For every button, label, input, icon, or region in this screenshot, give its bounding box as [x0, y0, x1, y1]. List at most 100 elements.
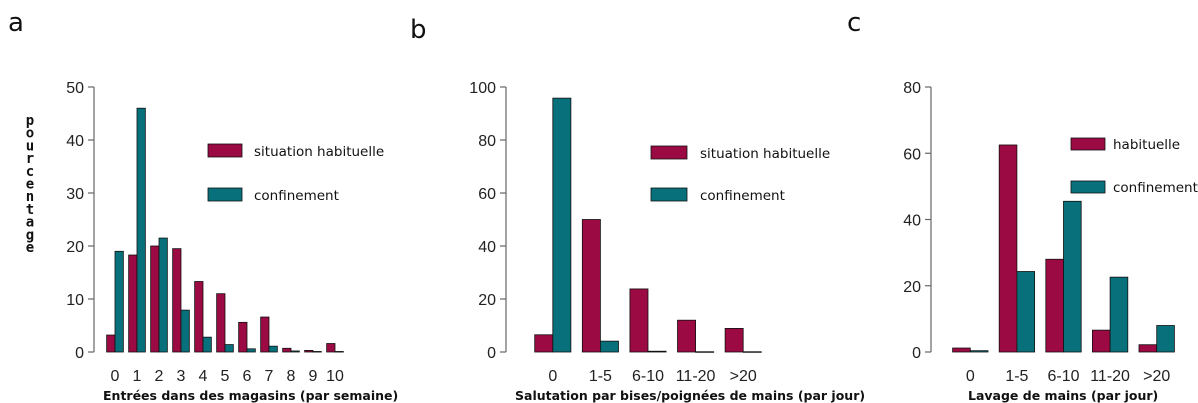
bar-confinement-5 [224, 344, 234, 353]
y-tick-label: 0 [912, 345, 921, 362]
bar-confinement-4 [202, 336, 212, 353]
legend-swatch [207, 143, 243, 158]
x-tick-label: 0 [548, 368, 557, 385]
y-tick-label: 20 [478, 292, 496, 309]
bar-habituelle-9 [304, 350, 314, 353]
y-tick-label: 80 [903, 80, 921, 97]
y-axis-label-letter: a [26, 215, 34, 231]
x-tick-label: 0 [966, 368, 975, 385]
y-axis-label-letter: e [26, 177, 34, 193]
bar-habituelle-1 [998, 144, 1018, 353]
y-tick-label: 10 [66, 292, 84, 309]
x-tick-label: 7 [265, 368, 274, 385]
y-axis-label-letter: o [26, 126, 34, 142]
y-axis-label-letter: c [26, 164, 34, 180]
legend-swatch [650, 187, 688, 202]
legend-swatch [650, 145, 688, 160]
bar-confinement-0 [114, 250, 124, 353]
x-tick-label: 6-10 [632, 368, 664, 385]
bar-confinement-3 [1109, 276, 1129, 353]
y-tick-label: 60 [478, 186, 496, 203]
x-tick-label: 8 [287, 368, 296, 385]
bar-confinement-3 [180, 309, 190, 353]
y-axis-label-letter: e [26, 240, 34, 256]
x-tick-label: 3 [177, 368, 186, 385]
x-tick-label: >20 [1143, 368, 1170, 385]
bar-habituelle-2 [1045, 258, 1064, 353]
y-tick-label: 40 [903, 213, 921, 230]
y-axis-label-letter: n [26, 189, 34, 205]
y-tick-label: 60 [903, 146, 921, 163]
y-tick-label: 100 [469, 80, 496, 97]
bar-confinement-6 [246, 348, 256, 353]
bar-habituelle-3 [677, 319, 697, 353]
x-tick-label: 2 [155, 368, 164, 385]
y-axis-label-letter: g [26, 227, 34, 243]
y-tick-label: 20 [903, 279, 921, 296]
x-axis-label: Entrées dans des magasins (par semaine) [103, 388, 398, 403]
x-tick-label: 6-10 [1047, 368, 1079, 385]
bar-habituelle-2 [150, 245, 160, 353]
x-tick-label: 10 [326, 368, 344, 385]
bar-confinement-1 [136, 107, 146, 353]
legend-label: confinement [700, 188, 785, 204]
chart-c: 0 20 40 60 80 0 1-5 6-10 11-20 >20 habituelle confi… [903, 80, 1198, 403]
legend-label: confinement [1113, 180, 1198, 196]
y-tick-label: 0 [487, 345, 496, 362]
x-tick-label: 1-5 [589, 368, 612, 385]
bar-habituelle-7 [260, 316, 270, 353]
legend-label: confinement [254, 188, 339, 204]
x-tick-label: 6 [243, 368, 252, 385]
legend-label: situation habituelle [700, 146, 830, 162]
bar-habituelle-10 [326, 343, 336, 353]
bar-habituelle-6 [238, 321, 248, 353]
x-tick-label: 11-20 [1090, 368, 1130, 385]
x-tick-label: 5 [221, 368, 230, 385]
x-tick-label: 9 [309, 368, 318, 385]
y-tick-label: 40 [478, 239, 496, 256]
legend-swatch [1070, 137, 1106, 151]
bar-habituelle-3 [172, 248, 182, 353]
bar-confinement-2 [1063, 200, 1082, 353]
y-axis-label-letter: p [26, 113, 34, 129]
bar-habituelle-0 [952, 347, 971, 353]
x-tick-label: 11-20 [676, 368, 716, 385]
y-axis-label-letter: r [26, 151, 34, 167]
bar-confinement-10 [334, 351, 344, 353]
y-tick-label: 80 [478, 133, 496, 150]
x-tick-label: 1 [133, 368, 142, 385]
x-tick-label: >20 [730, 368, 757, 385]
y-tick-label: 50 [66, 80, 84, 97]
bar-confinement-1 [1016, 271, 1036, 353]
bar-confinement-8 [290, 350, 300, 353]
x-tick-label: 0 [111, 368, 120, 385]
chart-b: 0 20 40 60 80 100 0 1-5 6-10 11-20 >20 situation ha… [469, 80, 865, 403]
y-axis-label-letter: t [26, 202, 34, 218]
bar-confinement-7 [268, 345, 278, 353]
x-tick-label: 4 [199, 368, 208, 385]
bar-habituelle-3 [1091, 329, 1111, 353]
bar-confinement-1 [600, 340, 619, 353]
legend-label: habituelle [1113, 137, 1180, 153]
bar-confinement-2 [647, 350, 667, 353]
bar-confinement-9 [312, 351, 322, 353]
bar-confinement-0 [969, 350, 989, 353]
bar-habituelle-8 [282, 347, 292, 353]
panel-letter-c: c [847, 8, 861, 38]
y-tick-label: 20 [66, 239, 84, 256]
legend-swatch [1070, 180, 1106, 194]
bar-habituelle-4 [724, 328, 744, 353]
bar-habituelle-1 [581, 219, 601, 353]
legend-swatch [207, 187, 243, 202]
bar-habituelle-5 [216, 293, 226, 353]
bar-confinement-4 [1156, 325, 1175, 353]
x-tick-label: 1-5 [1005, 368, 1028, 385]
y-tick-label: 0 [75, 345, 84, 362]
bar-confinement-0 [552, 97, 572, 353]
x-axis-label: Lavage de mains (par jour) [968, 388, 1158, 403]
bar-habituelle-2 [629, 288, 649, 353]
panel-letter-a: a [8, 8, 24, 38]
